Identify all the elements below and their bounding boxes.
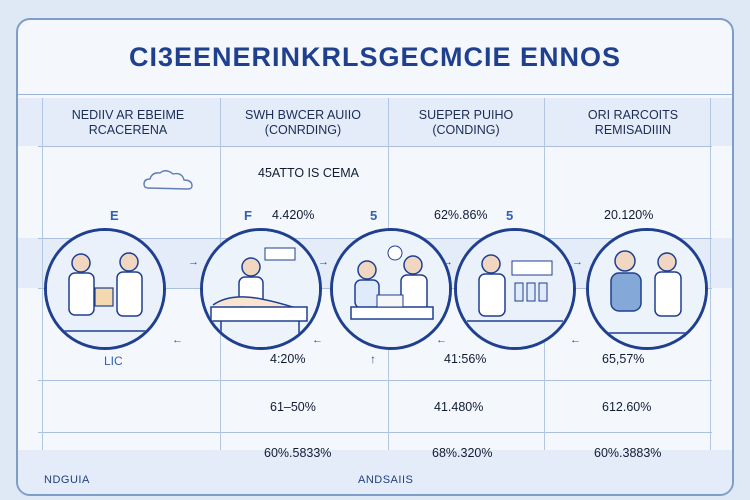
arrow-left-icon: ← [312,334,323,346]
column-header: SWH BWCER AUIIO (CONRDING) [228,108,378,138]
value-cell: 41:56% [444,352,487,366]
column-header-line: ORI RARCOITS [587,108,679,122]
column-header: NEDIIV AR EBEIME RCACERENA [58,108,198,138]
top-value: 62%.86% [434,208,488,222]
doctor-consult-illustration [47,231,163,347]
value-cell: 4:20% [270,352,306,366]
column-header-line: REMISADIIIN [594,123,672,137]
top-value: 4.420% [272,208,315,222]
step-marker: 5 [370,208,378,223]
column-header: ORI RARCOITS REMISADIIIN [558,108,708,138]
value-cell: 61–50% [270,400,316,414]
value-cell: 60%.3883% [594,446,662,460]
scene-patient-bed [200,228,322,350]
column-header-line: RCACERENA [88,123,168,137]
value-cell: 65,57% [602,352,645,366]
diagram-frame: CI3EENERINKRLSGECMCIE ENNOS NEDIIV AR EB… [16,18,734,496]
scene-desk-meeting [330,228,452,350]
grid-column-line [42,98,43,450]
column-header-line: (CONDING) [432,123,500,137]
column-header-line: SWH BWCER AUIIO [245,108,361,122]
scene-lab-work [454,228,576,350]
header-band [18,98,732,146]
column-header-line: NEDIIV AR EBEIME [71,108,185,122]
cloud-icon [143,170,193,190]
title-divider [18,94,732,95]
step-marker: 5 [506,208,514,223]
arrow-right-icon: → [442,256,453,268]
arrow-right-icon: → [572,256,583,268]
arrow-left-icon: ← [172,334,183,346]
column-header-line: (CONRDING) [264,123,342,137]
diagram-title: CI3EENERINKRLSGECMCIE ENNOS [128,42,622,72]
lab-work-illustration [457,231,573,347]
arrow-left-icon: ← [570,334,581,346]
value-cell: 68%.320% [432,446,493,460]
arrow-right-icon: → [188,256,199,268]
patient-bed-illustration [203,231,319,347]
column-header-line: SUEPER PUIHO [418,108,514,122]
desk-meeting-illustration [333,231,449,347]
grid-line [38,380,712,381]
patient-discussion-illustration [589,231,705,347]
step-marker: E [110,208,119,223]
value-cell: 612.60% [602,400,652,414]
footer-center: ANDSAIIS [358,474,414,486]
value-cell: 41.480% [434,400,484,414]
arrow-left-icon: ← [436,334,447,346]
top-value: 20.120% [604,208,654,222]
label-lic: LIC [104,354,123,368]
arrow-up-icon: ↑ [370,352,376,366]
scene-patient-discussion [586,228,708,350]
value-cell: 60%.5833% [264,446,332,460]
footer-left: NDGUIA [44,474,90,486]
column-header: SUEPER PUIHO (CONDING) [396,108,536,138]
grid-line [38,432,712,433]
grid-line [38,146,712,147]
scene-doctor-consult [44,228,166,350]
top-note: 45ATTO IS CEMA [258,166,359,180]
arrow-right-icon: → [318,256,329,268]
footer-band [18,450,732,494]
step-marker: F [244,208,252,223]
grid-column-line [710,98,711,450]
